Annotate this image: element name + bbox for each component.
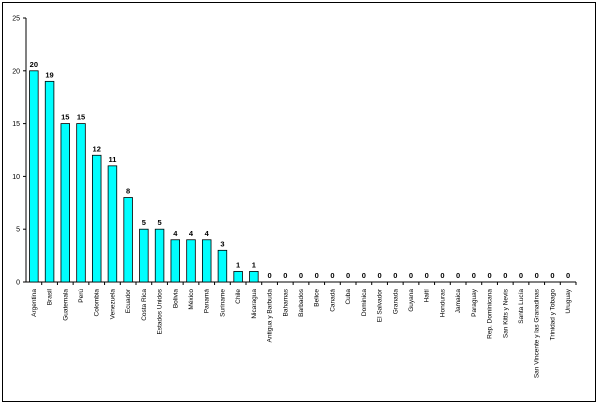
data-label: 0 [456, 271, 460, 280]
category-label: San Vincente y las Granadinas [534, 288, 541, 378]
data-label: 0 [550, 271, 554, 280]
category-label: Honduras [439, 288, 446, 317]
category-label: Perú [78, 289, 85, 303]
data-label: 15 [61, 113, 69, 122]
category-label: Nicaragua [251, 289, 258, 319]
data-label: 0 [503, 271, 507, 280]
category-label: Dominica [361, 289, 368, 316]
category-label: Guyana [408, 289, 415, 312]
category-label: Uruguay [565, 288, 572, 313]
data-label: 0 [409, 271, 413, 280]
bar [217, 249, 228, 283]
category-label: Venezuela [109, 289, 116, 320]
data-label: 0 [487, 271, 491, 280]
data-label: 0 [299, 271, 303, 280]
bar [201, 239, 212, 283]
category-label: Panamá [204, 289, 211, 314]
category-label: Ecuador [125, 288, 132, 313]
category-label: Jamaica [455, 289, 462, 314]
data-label: 0 [346, 271, 350, 280]
data-label: 0 [315, 271, 319, 280]
data-label: 0 [377, 271, 381, 280]
data-label: 15 [77, 113, 85, 122]
category-label: El Salvador [377, 288, 384, 322]
bar [154, 228, 165, 283]
category-label: Costa Rica [141, 289, 148, 321]
bar [91, 154, 102, 283]
category-label: Belice [314, 289, 321, 307]
data-label: 4 [173, 229, 178, 238]
data-label: 0 [472, 271, 476, 280]
category-label: Brasil [47, 288, 54, 305]
data-label: 0 [283, 271, 287, 280]
category-label: Suriname [219, 289, 226, 317]
data-label: 4 [189, 229, 194, 238]
y-tick-label: 20 [12, 68, 20, 75]
category-label: Paraguay [471, 288, 478, 317]
data-label: 5 [142, 218, 146, 227]
bar [233, 271, 243, 283]
category-label: Bahamas [282, 288, 289, 316]
category-label: Guatemala [62, 289, 69, 321]
bar [170, 239, 181, 283]
bar [107, 165, 118, 283]
bar [44, 80, 55, 283]
data-label: 0 [393, 271, 397, 280]
bar [29, 70, 39, 283]
category-label: Canadá [329, 289, 336, 312]
category-label: Chile [235, 289, 242, 304]
data-label: 3 [220, 239, 224, 248]
bar [60, 123, 71, 283]
bar [139, 228, 149, 283]
category-label: Estados Unidos [157, 288, 164, 334]
data-label: 0 [566, 271, 570, 280]
bar [249, 271, 259, 283]
data-label: 0 [330, 271, 334, 280]
category-label: Rep. Dominicana [487, 289, 494, 339]
category-label: México [188, 289, 195, 310]
data-label: 0 [535, 271, 539, 280]
bar [123, 197, 133, 283]
category-label: Trinidad y Tobago [549, 289, 556, 341]
data-label: 19 [45, 70, 53, 79]
data-label: 8 [126, 187, 130, 196]
category-label: Haití [424, 289, 431, 303]
y-tick-label: 10 [12, 174, 20, 181]
data-label: 4 [205, 229, 210, 238]
data-label: 0 [267, 271, 271, 280]
category-label: Barbados [298, 288, 305, 317]
bar [186, 239, 196, 283]
data-label: 5 [157, 218, 161, 227]
data-label: 1 [236, 260, 240, 269]
category-label: Antigua y Barbuda [267, 289, 274, 343]
data-label: 0 [440, 271, 444, 280]
category-label: Santa Lucía [518, 289, 525, 324]
y-tick-label: 15 [12, 121, 20, 128]
y-tick-label: 25 [12, 16, 20, 23]
category-label: San Kitts y Nevis [502, 288, 509, 338]
category-label: Bolivia [172, 289, 179, 309]
data-label: 12 [93, 144, 101, 153]
category-label: Colombia [94, 289, 101, 317]
y-tick-label: 0 [16, 280, 20, 287]
data-label: 11 [108, 155, 116, 164]
data-label: 0 [519, 271, 523, 280]
data-label: 20 [30, 60, 38, 69]
data-label: 0 [362, 271, 366, 280]
data-label: 1 [252, 260, 256, 269]
category-label: Granada [392, 289, 399, 315]
category-label: Argentina [31, 289, 38, 317]
data-label: 0 [425, 271, 429, 280]
category-label: Cuba [345, 289, 352, 305]
bar [76, 123, 86, 283]
y-tick-label: 5 [16, 227, 20, 234]
